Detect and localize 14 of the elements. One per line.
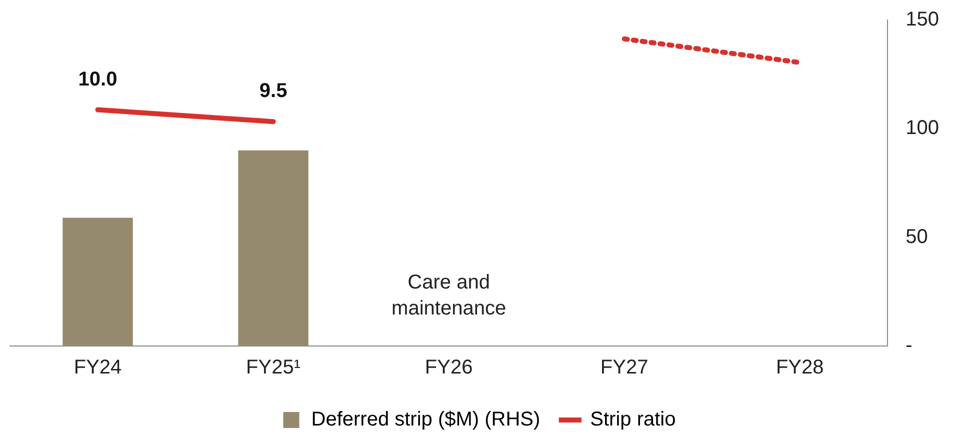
y-tick-label: - [906,334,912,357]
data-label: 10.0 [78,68,118,90]
x-tick-label: FY25¹ [246,356,301,379]
annotation: Care and maintenance [392,272,506,320]
y-tick-label: 150 [906,8,940,31]
y-tick-label: 50 [906,226,928,248]
data-label: 9.5 [259,80,288,102]
y-tick-label: 100 [906,117,940,140]
legend-label: Deferred strip ($M) (RHS) [311,408,540,431]
x-tick-label: FY26 [424,356,473,379]
x-tick-label: FY28 [776,356,824,379]
x-tick-label: FY24 [74,356,122,379]
x-tick-label: FY27 [600,356,648,379]
legend-label: Strip ratio [590,408,676,431]
